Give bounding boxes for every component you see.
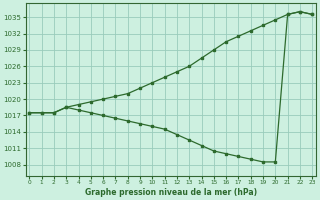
X-axis label: Graphe pression niveau de la mer (hPa): Graphe pression niveau de la mer (hPa): [85, 188, 257, 197]
